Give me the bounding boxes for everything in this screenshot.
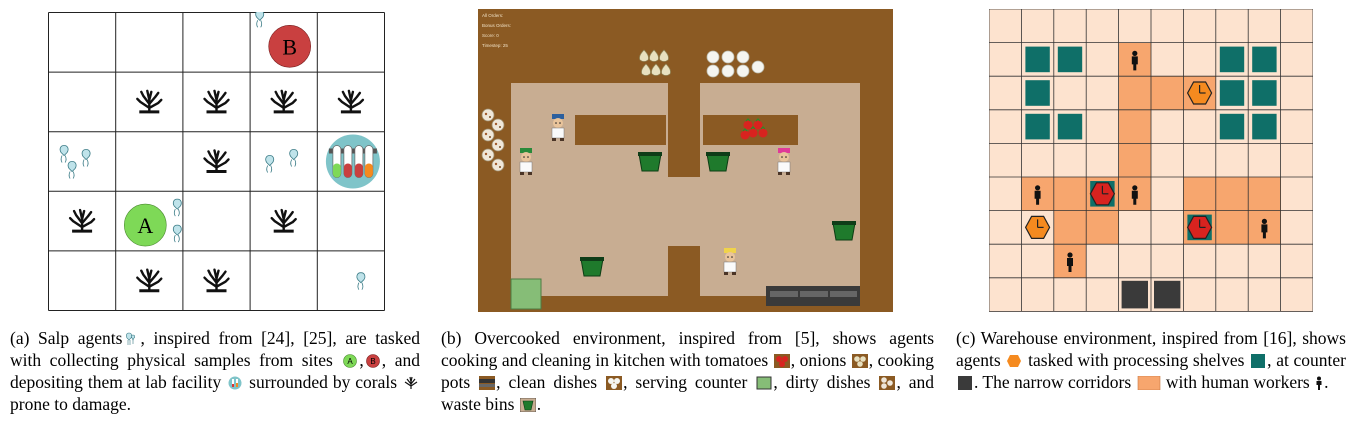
- site-a: A: [124, 203, 167, 247]
- caption-a: (a) Salp agents, inspired from [24], [25…: [10, 328, 421, 414]
- site-a-label: A: [137, 213, 153, 238]
- corridor-cell: [1248, 177, 1281, 211]
- salp-agent-icon: [265, 155, 275, 173]
- coral-icon: [270, 208, 298, 233]
- hud-bonus-orders: Bonus Orders:: [482, 23, 512, 28]
- salp-agent-icon: [289, 149, 299, 167]
- shelf: [1219, 113, 1245, 140]
- corridor-cell: [1151, 76, 1184, 110]
- corridor-cell: [1118, 143, 1151, 177]
- coral-icon: [135, 89, 163, 114]
- clean-dish-icon: [606, 376, 623, 390]
- overcooked-panel: All Orders: Bonus Orders: Score: 0 Times…: [478, 9, 893, 312]
- lab-facility-icon: [227, 376, 243, 390]
- corridor-cell: [1053, 177, 1087, 211]
- warehouse-agent: [1024, 215, 1051, 239]
- corridor-cell: [1118, 76, 1151, 110]
- hud-all-orders: All Orders:: [482, 13, 504, 18]
- counter: [1154, 280, 1181, 309]
- warehouse-agent: [1186, 215, 1213, 239]
- dirty-dish-icon: [879, 376, 896, 390]
- caption-c: (c) Warehouse environment, inspired from…: [956, 328, 1347, 392]
- human-worker-icon: [1315, 376, 1323, 390]
- shelf: [1057, 46, 1083, 73]
- hud-timestep: Timestep: 25: [482, 43, 508, 48]
- shelf: [1252, 113, 1277, 140]
- waste-bin-icon: [519, 398, 536, 412]
- hud-score: Score: 0: [482, 33, 499, 38]
- site-a-icon: A: [342, 354, 358, 368]
- corridor-cell: [1118, 109, 1151, 144]
- serving-counter: [510, 278, 542, 310]
- corridor-cell: [1053, 210, 1087, 245]
- shelf: [1025, 113, 1050, 140]
- serving-counter-icon: [756, 376, 772, 390]
- coral-icon: [135, 268, 163, 293]
- bottom-counter: [766, 286, 860, 306]
- coral-icon: [337, 89, 365, 114]
- corridor-cell: [1215, 210, 1249, 245]
- warehouse-grid: [988, 8, 1314, 312]
- cooking-pot-icon: [479, 376, 496, 390]
- overcooked-hud: All Orders: Bonus Orders: Score: 0 Times…: [482, 11, 511, 51]
- site-b-label: B: [282, 34, 297, 59]
- caption-b: (b) Overcooked environment, inspired fro…: [441, 328, 935, 414]
- coral-icon: [68, 208, 96, 233]
- warehouse-agent: [1186, 81, 1213, 105]
- salp-grid: BA: [48, 9, 385, 311]
- clean-dish-stack: [706, 50, 765, 78]
- corridor-cell: [1086, 210, 1119, 245]
- salp-agent-icon: [67, 161, 77, 179]
- shelf: [1057, 113, 1083, 140]
- shelf: [1219, 80, 1245, 106]
- salp-agent-icon: [356, 272, 366, 291]
- warehouse-panel: [988, 8, 1314, 312]
- coral-icon: [203, 149, 230, 173]
- tomato-icon: [773, 354, 790, 368]
- salp-agent-icon: [255, 9, 265, 28]
- salp-agent-icon: [123, 332, 139, 346]
- site-b-icon: B: [365, 354, 381, 368]
- shelf: [1025, 80, 1050, 106]
- site-b: B: [268, 24, 311, 68]
- coral-icon: [403, 376, 419, 390]
- coral-icon: [270, 89, 298, 114]
- shelf: [1219, 46, 1245, 73]
- lab-facility: [325, 134, 380, 189]
- kitchen-map: [481, 49, 860, 310]
- corridor-cell: [1215, 177, 1249, 211]
- onion-pile: [639, 49, 671, 76]
- svg-text:A: A: [348, 357, 354, 366]
- shelf: [1025, 46, 1050, 73]
- corridor-cell: [1183, 177, 1216, 211]
- corridor-icon: [1137, 376, 1161, 390]
- svg-text:B: B: [370, 357, 375, 366]
- shelf-icon: [1250, 354, 1266, 368]
- salp-agent-icon: [172, 224, 182, 243]
- counter-icon: [957, 376, 973, 390]
- salp-agent-icon: [59, 145, 69, 163]
- warehouse-agent-icon: [1006, 354, 1022, 368]
- salp-agent-icon: [172, 198, 182, 217]
- warehouse-agent: [1089, 182, 1116, 206]
- shelf: [1252, 80, 1277, 106]
- onion-icon: [851, 354, 868, 368]
- coral-icon: [203, 268, 230, 293]
- counter: [1121, 280, 1148, 309]
- shelf: [1252, 46, 1277, 73]
- coral-icon: [203, 89, 230, 114]
- dirty-dish-stack: [481, 108, 505, 172]
- salp-agent-icon: [81, 149, 91, 167]
